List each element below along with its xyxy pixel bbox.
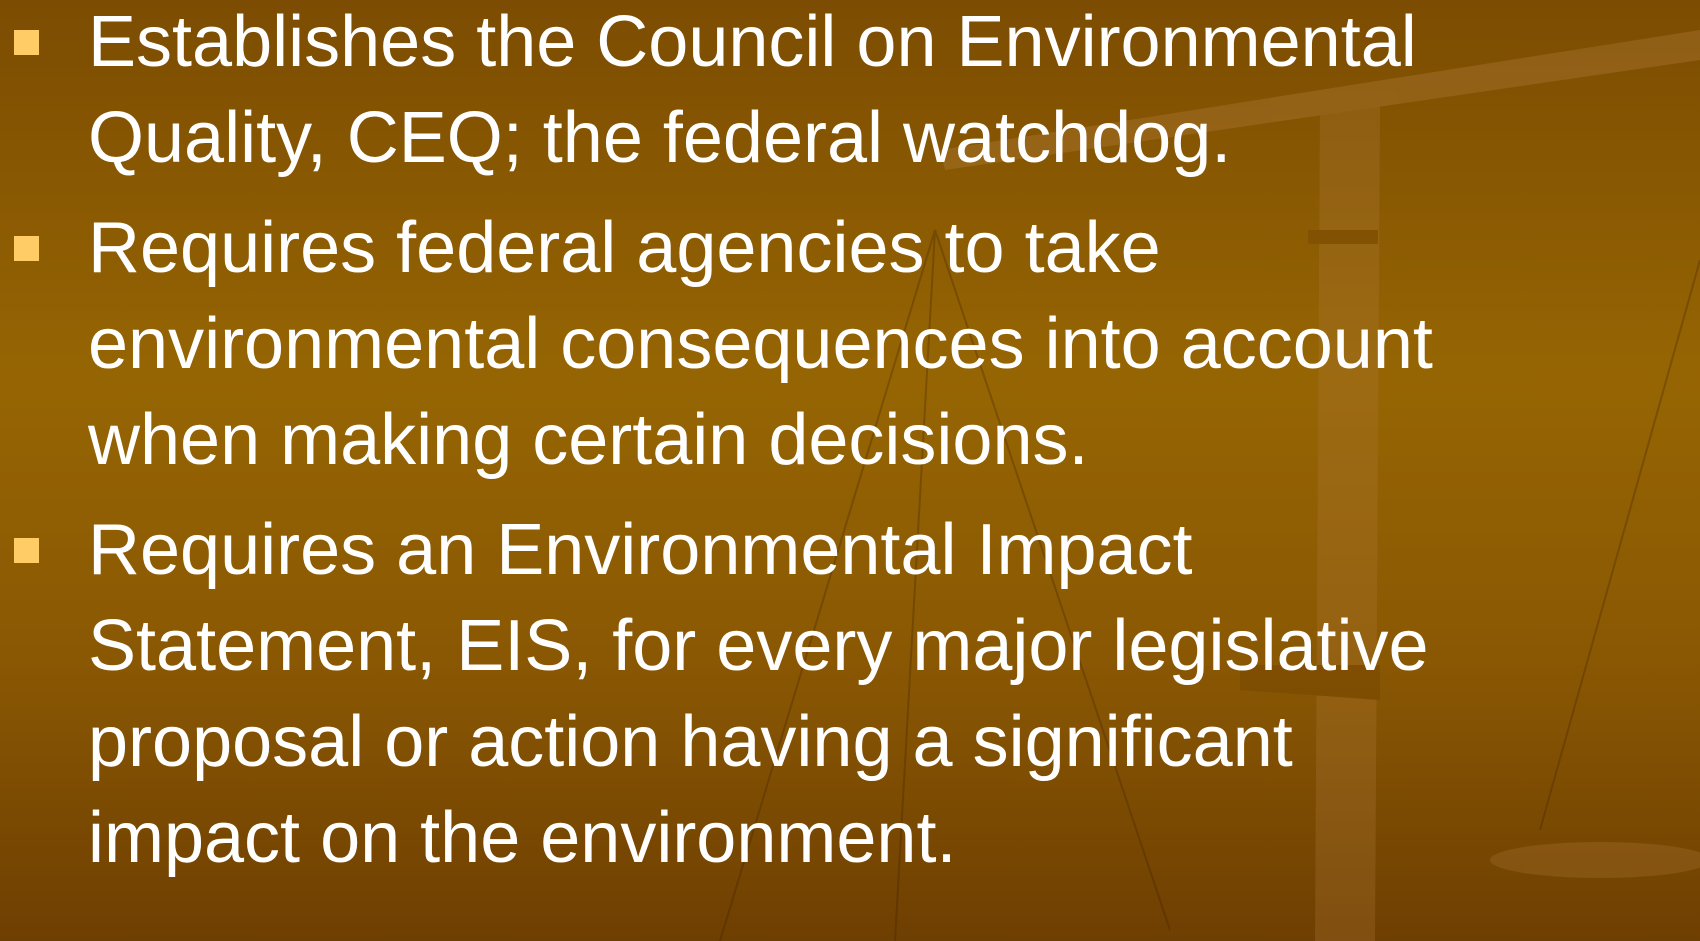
bullet-text-line: when making certain decisions.	[88, 392, 1700, 488]
bullet-text-line: Statement, EIS, for every major legislat…	[88, 598, 1700, 694]
bullet-text-line: impact on the environment.	[88, 790, 1700, 886]
bullet-text-line: environmental consequences into account	[88, 296, 1700, 392]
slide: Establishes the Council on Environmental…	[0, 0, 1700, 941]
bullet-marker	[14, 30, 39, 55]
bullet-text-line: Requires federal agencies to take	[88, 200, 1700, 296]
bullet-marker	[14, 236, 39, 261]
bullet-text-line: Quality, CEQ; the federal watchdog.	[88, 90, 1700, 186]
bullet-list: Establishes the Council on Environmental…	[0, 0, 1700, 900]
bullet-text-line: Requires an Environmental Impact	[88, 502, 1700, 598]
bullet-text-line: Establishes the Council on Environmental	[88, 0, 1700, 90]
bullet-text-line: proposal or action having a significant	[88, 694, 1700, 790]
bullet-marker	[14, 538, 39, 563]
bullet-item: Establishes the Council on Environmental…	[0, 0, 1700, 186]
